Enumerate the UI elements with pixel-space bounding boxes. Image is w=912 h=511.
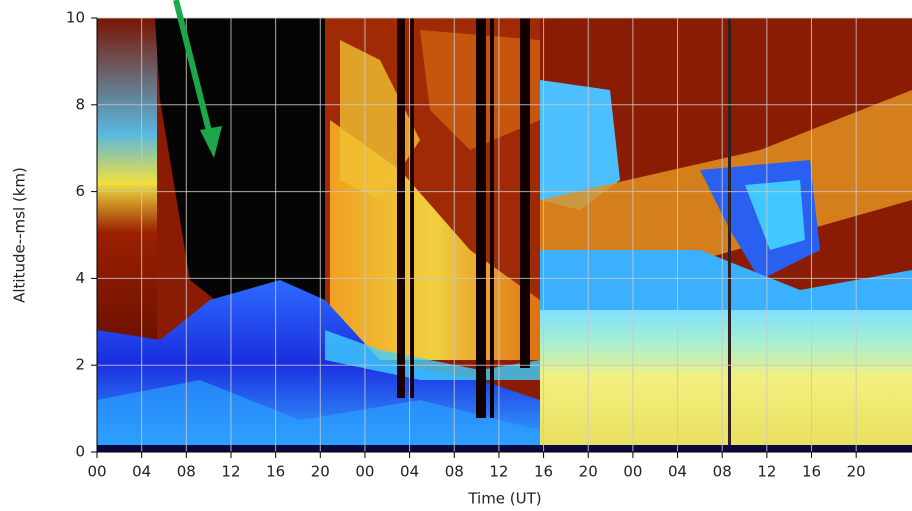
x-tick-label: 20 [311, 463, 330, 481]
x-tick-label: 12 [221, 463, 240, 481]
x-tick-label: 08 [177, 463, 196, 481]
y-axis-label: Altitude--msl (km) [11, 167, 29, 303]
x-tick-label: 16 [802, 463, 821, 481]
y-tick-label: 2 [75, 356, 85, 374]
x-tick-label: 20 [579, 463, 598, 481]
x-tick-label: 16 [266, 463, 285, 481]
x-tick-label: 00 [87, 463, 106, 481]
x-tick-label: 08 [445, 463, 464, 481]
y-tick-label: 6 [75, 182, 85, 200]
x-tick-label: 04 [132, 463, 151, 481]
x-tick-label: 00 [355, 463, 374, 481]
x-tick-label: 04 [668, 463, 687, 481]
y-tick-label: 0 [75, 443, 85, 461]
x-tick-label: 12 [757, 463, 776, 481]
page: Time (UT) Altitude--msl (km) 0 2 4 6 8 10 00 04… [0, 0, 912, 511]
y-tick-label: 4 [75, 269, 85, 287]
x-tick-label: 16 [534, 463, 553, 481]
y-tick-label: 8 [75, 95, 85, 113]
y-tick-label: 10 [66, 9, 85, 27]
x-tick-label: 20 [847, 463, 866, 481]
x-tick-label: 08 [713, 463, 732, 481]
x-tick-label: 04 [400, 463, 419, 481]
x-axis-label: Time (UT) [467, 490, 541, 508]
chart: Time (UT) Altitude--msl (km) 0 2 4 6 8 10 00 04… [0, 0, 912, 511]
lidar-image [97, 18, 912, 452]
x-tick-label: 12 [489, 463, 508, 481]
x-tick-label: 00 [623, 463, 642, 481]
